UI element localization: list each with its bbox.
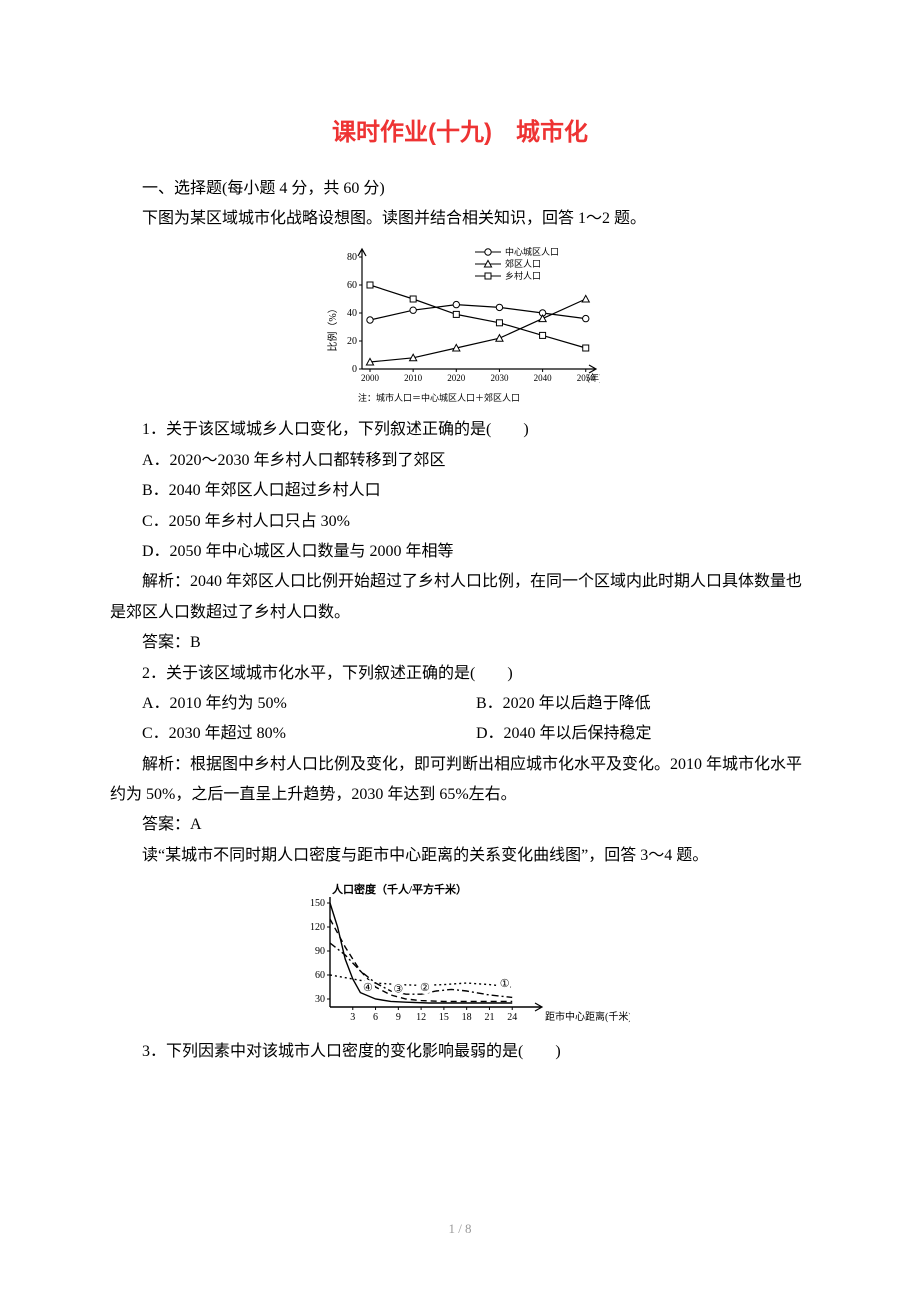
svg-text:(年): (年) xyxy=(587,372,600,383)
svg-text:20: 20 xyxy=(347,336,357,347)
question-intro-1: 下图为某区域城市化战略设想图。读图并结合相关知识，回答 1～2 题。 xyxy=(110,204,810,234)
q1-stem: 1．关于该区域城乡人口变化，下列叙述正确的是( ) xyxy=(110,415,810,445)
q2-opt-c: C．2030 年超过 80% xyxy=(142,719,476,749)
svg-text:3: 3 xyxy=(350,1012,355,1023)
svg-text:6: 6 xyxy=(373,1012,378,1023)
svg-text:15: 15 xyxy=(439,1012,449,1023)
svg-text:①: ① xyxy=(500,978,510,990)
q2-opts-row1: A．2010 年约为 50% B．2020 年以后趋于降低 xyxy=(110,689,810,719)
svg-text:距市中心距离(千米): 距市中心距离(千米) xyxy=(545,1010,630,1023)
svg-text:18: 18 xyxy=(462,1012,472,1023)
q1-opt-a: A．2020～2030 年乡村人口都转移到了郊区 xyxy=(110,446,810,476)
density-distance-chart: 人口密度（千人/平方千米） 30 60 90 120 150 3 6 9 12 15 18 21 24 距市… xyxy=(290,879,630,1029)
chart-2-wrap: 人口密度（千人/平方千米） 30 60 90 120 150 3 6 9 12 15 18 21 24 距市… xyxy=(110,879,810,1029)
svg-text:③: ③ xyxy=(393,984,403,996)
svg-text:注：城市人口＝中心城区人口＋郊区人口: 注：城市人口＝中心城区人口＋郊区人口 xyxy=(358,392,520,403)
q2-opts-row2: C．2030 年超过 80% D．2040 年以后保持稳定 xyxy=(110,719,810,749)
svg-text:120: 120 xyxy=(310,922,325,933)
q1-explanation: 解析：2040 年郊区人口比例开始超过了乡村人口比例，在同一个区域内此时期人口具… xyxy=(110,567,810,628)
chart-1-wrap: 020406080200020102020203020402050(年)比例（%… xyxy=(110,242,810,407)
q2-opt-b: B．2020 年以后趋于降低 xyxy=(476,689,810,719)
q3-stem: 3．下列因素中对该城市人口密度的变化影响最弱的是( ) xyxy=(110,1037,810,1067)
svg-text:40: 40 xyxy=(347,308,357,319)
q1-opt-c: C．2050 年乡村人口只占 30% xyxy=(110,507,810,537)
svg-text:中心城区人口: 中心城区人口 xyxy=(505,246,559,257)
svg-text:24: 24 xyxy=(507,1012,517,1023)
svg-text:比例（%）: 比例（%） xyxy=(326,304,339,352)
svg-text:2020: 2020 xyxy=(447,373,466,383)
population-trend-chart: 020406080200020102020203020402050(年)比例（%… xyxy=(320,242,600,407)
svg-text:12: 12 xyxy=(416,1012,426,1023)
svg-text:150: 150 xyxy=(310,898,325,909)
q2-stem: 2．关于该区域城市化水平，下列叙述正确的是( ) xyxy=(110,659,810,689)
page-number: 1 / 8 xyxy=(0,1217,920,1242)
svg-text:乡村人口: 乡村人口 xyxy=(505,270,541,281)
svg-text:2010: 2010 xyxy=(404,373,423,383)
svg-text:郊区人口: 郊区人口 xyxy=(505,258,541,269)
svg-text:60: 60 xyxy=(347,280,357,291)
q1-opt-d: D．2050 年中心城区人口数量与 2000 年相等 xyxy=(110,537,810,567)
svg-text:30: 30 xyxy=(315,994,325,1005)
page: 课时作业(十九) 城市化 一、选择题(每小题 4 分，共 60 分) 下图为某区… xyxy=(0,0,920,1302)
lesson-title: 课时作业(十九) 城市化 xyxy=(110,110,810,156)
svg-text:90: 90 xyxy=(315,946,325,957)
q1-opt-b: B．2040 年郊区人口超过乡村人口 xyxy=(110,476,810,506)
svg-text:②: ② xyxy=(420,982,430,994)
q2-answer: 答案：A xyxy=(110,810,810,840)
q1-answer: 答案：B xyxy=(110,628,810,658)
svg-text:2030: 2030 xyxy=(490,373,509,383)
svg-text:9: 9 xyxy=(396,1012,401,1023)
q1-explanation-text: 解析：2040 年郊区人口比例开始超过了乡村人口比例，在同一个区域内此时期人口具… xyxy=(110,573,802,620)
svg-text:60: 60 xyxy=(315,970,325,981)
svg-text:80: 80 xyxy=(347,252,357,263)
question-intro-3: 读“某城市不同时期人口密度与距市中心距离的关系变化曲线图”，回答 3～4 题。 xyxy=(110,841,810,871)
svg-text:④: ④ xyxy=(363,982,373,994)
svg-text:21: 21 xyxy=(484,1012,494,1023)
q2-opt-a: A．2010 年约为 50% xyxy=(142,689,476,719)
svg-text:2040: 2040 xyxy=(534,373,553,383)
svg-text:人口密度（千人/平方千米）: 人口密度（千人/平方千米） xyxy=(332,882,467,896)
svg-text:0: 0 xyxy=(352,364,357,375)
section-heading: 一、选择题(每小题 4 分，共 60 分) xyxy=(110,174,810,204)
q2-explanation: 解析：根据图中乡村人口比例及变化，即可判断出相应城市化水平及变化。2010 年城… xyxy=(110,750,810,811)
svg-text:2000: 2000 xyxy=(361,373,380,383)
q2-opt-d: D．2040 年以后保持稳定 xyxy=(476,719,810,749)
